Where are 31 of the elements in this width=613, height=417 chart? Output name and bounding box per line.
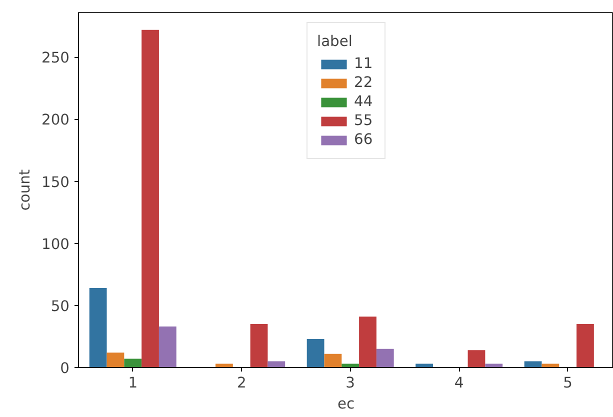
y-tick-label: 250	[42, 50, 70, 67]
x-axis-title: ec	[337, 396, 355, 412]
y-tick-label: 200	[42, 112, 70, 129]
bar	[124, 358, 142, 368]
y-tick-label: 150	[42, 174, 70, 191]
x-tick-label: 3	[346, 374, 356, 392]
legend-label: 55	[354, 112, 374, 129]
y-tick-label: 0	[60, 360, 70, 377]
bar	[359, 316, 376, 368]
x-tick-label: 5	[563, 374, 572, 392]
legend-label: 44	[354, 93, 374, 110]
legend-label: 22	[354, 74, 374, 91]
legend-label: 66	[354, 131, 374, 148]
y-axis-title: count	[16, 169, 34, 211]
bar	[306, 338, 324, 368]
bar	[376, 348, 394, 368]
y-tick-label: 50	[50, 298, 70, 315]
x-tick-label: 4	[454, 374, 464, 392]
bar	[89, 288, 107, 368]
x-tick-label: 1	[128, 374, 138, 392]
bar	[576, 324, 594, 368]
bar	[324, 354, 342, 368]
bar	[142, 30, 159, 368]
bar	[106, 352, 124, 368]
legend-title: label	[317, 33, 354, 50]
bar	[468, 350, 486, 368]
legend-label: 11	[354, 55, 374, 72]
x-tick-label: 2	[236, 374, 246, 392]
bar	[158, 326, 176, 368]
bar	[250, 324, 268, 368]
y-tick-label: 100	[42, 236, 70, 253]
